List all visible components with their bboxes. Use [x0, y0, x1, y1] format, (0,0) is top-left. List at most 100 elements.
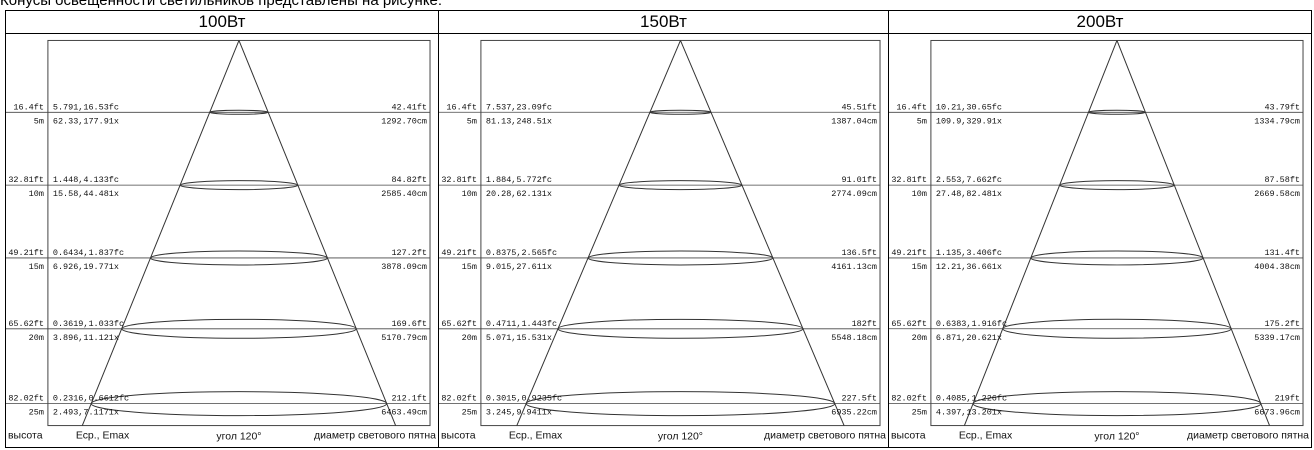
- spot-diameter-ft: 43.79ft: [1264, 102, 1300, 112]
- footer-height-label: высота: [8, 431, 43, 442]
- height-ft: 49.21ft: [441, 248, 477, 258]
- height-ft: 65.62ft: [8, 319, 44, 329]
- footer-height-label: высота: [891, 431, 926, 442]
- illuminance-lx: 9.015,27.611x: [486, 262, 552, 272]
- cones-table: 100Вт 150Вт 200Вт 16.4ft 5m 5.791,16.53fc 6…: [5, 10, 1312, 448]
- panel-150w: 16.4ft 5m 7.537,23.09fc 81.13,248.51x 45.51f…: [438, 33, 889, 448]
- illuminance-lx: 4.397,13.201x: [936, 408, 1002, 418]
- illuminance-fc: 0.6434,1.837fc: [53, 248, 124, 258]
- spot-diameter-ft: 84.82ft: [391, 175, 427, 185]
- cone-right-edge: [238, 40, 397, 426]
- figure-caption: Конусы освещенности светильников предста…: [0, 0, 443, 9]
- height-m: 10m: [29, 189, 44, 199]
- cone-diagram-100w: 16.4ft 5m 5.791,16.53fc 62.33,177.91x 42.41f…: [6, 39, 436, 443]
- light-spot-ellipse: [121, 318, 357, 339]
- height-m: 5m: [917, 116, 927, 126]
- height-m: 10m: [912, 189, 927, 199]
- spot-diameter-cm: 1334.79cm: [1254, 116, 1300, 126]
- illuminance-fc: 0.4085,1.226fc: [936, 394, 1007, 404]
- diagram-frame: [47, 39, 431, 427]
- illuminance-lx: 6.871,20.621x: [936, 333, 1002, 343]
- height-m: 25m: [29, 408, 44, 418]
- illuminance-fc: 5.791,16.53fc: [53, 102, 119, 112]
- footer-angle-label: угол 120°: [1094, 432, 1139, 443]
- height-ft: 82.02ft: [8, 394, 44, 404]
- height-m: 15m: [29, 262, 44, 272]
- footer-diameter-label: диаметр светового пятна: [764, 431, 886, 442]
- spot-diameter-ft: 91.01ft: [841, 175, 877, 185]
- illuminance-fc: 0.8375,2.565fc: [486, 248, 557, 258]
- spot-diameter-cm: 4004.38cm: [1254, 262, 1300, 272]
- height-m: 15m: [912, 262, 927, 272]
- height-ft: 49.21ft: [891, 248, 927, 258]
- illuminance-lx: 81.13,248.51x: [486, 116, 552, 126]
- light-spot-ellipse: [587, 250, 774, 266]
- spot-diameter-ft: 227.5ft: [841, 394, 877, 404]
- height-m: 20m: [29, 333, 44, 343]
- light-spot-ellipse: [1059, 180, 1175, 191]
- spot-diameter-cm: 6673.96cm: [1254, 408, 1300, 418]
- height-m: 20m: [462, 333, 477, 343]
- footer-illuminance-label: Есp., Emax: [509, 431, 563, 442]
- illuminance-fc: 0.6383,1.916fc: [936, 319, 1007, 329]
- illuminance-lx: 3.245,9.9411x: [486, 408, 552, 418]
- illuminance-lx: 5.071,15.531x: [486, 333, 552, 343]
- height-m: 20m: [912, 333, 927, 343]
- illuminance-lx: 15.58,44.481x: [53, 189, 119, 199]
- cone-right-edge: [1116, 40, 1270, 426]
- footer-diameter-label: диаметр светового пятна: [1187, 431, 1309, 442]
- spot-diameter-cm: 5548.18cm: [831, 333, 877, 343]
- height-ft: 65.62ft: [441, 319, 477, 329]
- footer-angle-label: угол 120°: [216, 432, 261, 443]
- footer-angle-label: угол 120°: [658, 432, 703, 443]
- spot-diameter-cm: 6935.22cm: [831, 408, 877, 418]
- spot-diameter-cm: 2669.58cm: [1254, 189, 1300, 199]
- illuminance-lx: 3.896,11.121x: [53, 333, 119, 343]
- footer-illuminance-label: Есp., Emax: [76, 431, 130, 442]
- spot-diameter-ft: 175.2ft: [1264, 319, 1300, 329]
- illuminance-lx: 27.48,82.481x: [936, 189, 1002, 199]
- spot-diameter-ft: 136.5ft: [841, 248, 877, 258]
- height-ft: 82.02ft: [891, 394, 927, 404]
- light-spot-ellipse: [972, 391, 1262, 417]
- footer-illuminance-label: Есp., Emax: [959, 431, 1013, 442]
- spot-diameter-cm: 2585.40cm: [381, 189, 427, 199]
- illuminance-fc: 0.2316,0.6612fc: [53, 394, 129, 404]
- height-m: 10m: [462, 189, 477, 199]
- light-spot-ellipse: [1088, 109, 1146, 115]
- spot-diameter-cm: 5339.17cm: [1254, 333, 1300, 343]
- light-spot-ellipse: [557, 318, 804, 339]
- height-m: 25m: [912, 408, 927, 418]
- height-m: 25m: [462, 408, 477, 418]
- cone-diagram-150w: 16.4ft 5m 7.537,23.09fc 81.13,248.51x 45.51f…: [439, 39, 886, 443]
- light-spot-ellipse: [179, 180, 299, 191]
- panel-title-150w: 150Вт: [438, 10, 889, 34]
- height-ft: 16.4ft: [13, 102, 44, 112]
- panel-title-200w: 200Вт: [888, 10, 1312, 34]
- illuminance-lx: 62.33,177.91x: [53, 116, 119, 126]
- light-spot-ellipse: [618, 180, 743, 191]
- spot-diameter-ft: 131.4ft: [1264, 248, 1300, 258]
- footer-diameter-label: диаметр светового пятна: [314, 431, 436, 442]
- illuminance-lx: 20.28,62.131x: [486, 189, 552, 199]
- height-ft: 32.81ft: [8, 175, 44, 185]
- spot-diameter-cm: 4161.13cm: [831, 262, 877, 272]
- panel-100w: 16.4ft 5m 5.791,16.53fc 62.33,177.91x 42.41f…: [5, 33, 439, 448]
- illuminance-lx: 109.9,329.91x: [936, 116, 1002, 126]
- height-ft: 16.4ft: [446, 102, 477, 112]
- spot-diameter-ft: 219ft: [1275, 394, 1300, 404]
- light-spot-ellipse: [1002, 318, 1232, 339]
- illuminance-fc: 1.884,5.772fc: [486, 175, 552, 185]
- height-m: 15m: [462, 262, 477, 272]
- light-spot-ellipse: [525, 391, 836, 417]
- spot-diameter-cm: 1292.70cm: [381, 116, 427, 126]
- diagram-frame: [930, 39, 1304, 427]
- spot-diameter-ft: 212.1ft: [391, 394, 427, 404]
- panel-200w: 16.4ft 5m 10.21,30.65fc 109.9,329.91x 43.79f…: [888, 33, 1312, 448]
- cone-left-edge: [516, 40, 681, 426]
- spot-diameter-ft: 127.2ft: [391, 248, 427, 258]
- illuminance-lx: 12.21,36.661x: [936, 262, 1002, 272]
- illuminance-fc: 0.3015,0.9235fc: [486, 394, 562, 404]
- illuminance-fc: 7.537,23.09fc: [486, 102, 552, 112]
- light-spot-ellipse: [90, 391, 388, 417]
